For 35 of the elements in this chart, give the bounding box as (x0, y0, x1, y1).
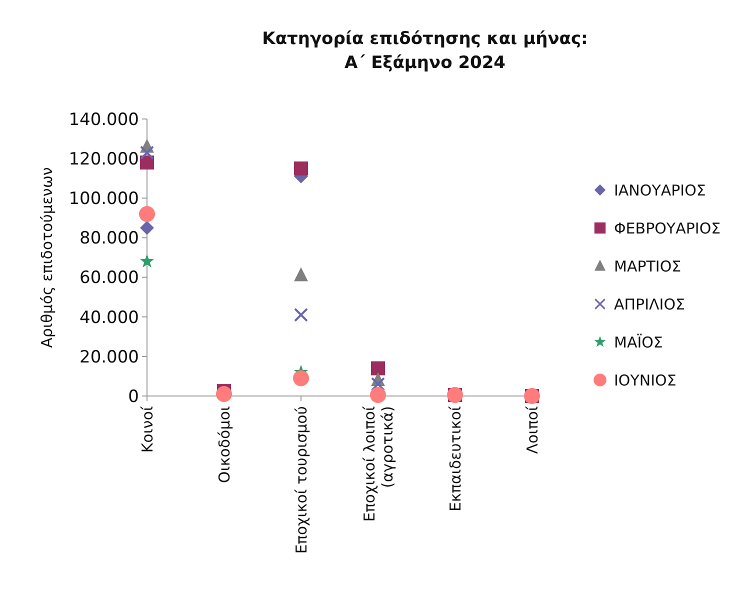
legend-label: ΙΟΥΝΙΟΣ (614, 371, 676, 390)
x-tick-label: Εκπαιδευτικοί (446, 406, 464, 512)
y-axis-title: Αριθμός επιδοτούμενων (38, 167, 56, 348)
point (293, 370, 309, 386)
y-tick-label: 120.000 (68, 150, 139, 170)
y-tick-label: 0 (128, 386, 139, 407)
point (371, 377, 385, 392)
x-tick-label: Οικοδόμοι (215, 406, 234, 484)
y-tick-label: 40.000 (80, 308, 139, 328)
legend-label: ΙΑΝΟΥΑΡΙΟΣ (614, 181, 706, 200)
y-tick-label: 20.000 (80, 347, 139, 368)
point (139, 206, 155, 222)
y-tick-label: 60.000 (80, 268, 139, 288)
point (216, 386, 232, 402)
legend-label: ΦΕΒΡΟΥΑΡΙΟΣ (614, 219, 721, 238)
point (371, 361, 385, 376)
chart-title: Κατηγορία επιδότησης και μήνας: Α΄ Εξάμηνο 2024 (262, 29, 588, 73)
point (140, 254, 154, 268)
y-tick-label: 80.000 (80, 228, 139, 249)
y-tick-label: 140.000 (68, 110, 139, 130)
point (370, 387, 386, 404)
point (294, 161, 308, 176)
point (140, 146, 154, 160)
x-tick-label: Κοινοί (138, 406, 156, 453)
legend-label: ΑΠΡΙΛΙΟΣ (614, 295, 685, 314)
point (294, 308, 308, 322)
legend-label: ΜΑΪΟΣ (614, 333, 663, 352)
legend-label: ΜΑΡΤΙΟΣ (614, 257, 682, 276)
x-tick-label: Εποχικοί τουρισμού (292, 406, 310, 554)
point (140, 156, 154, 170)
x-tick-label: Εποχικοί λοιποί (αγροτικά) (360, 406, 396, 522)
point (294, 267, 308, 282)
point (140, 220, 154, 235)
x-tick-label: Λοιποί (523, 406, 542, 454)
y-tick-label: 100.000 (68, 189, 139, 210)
